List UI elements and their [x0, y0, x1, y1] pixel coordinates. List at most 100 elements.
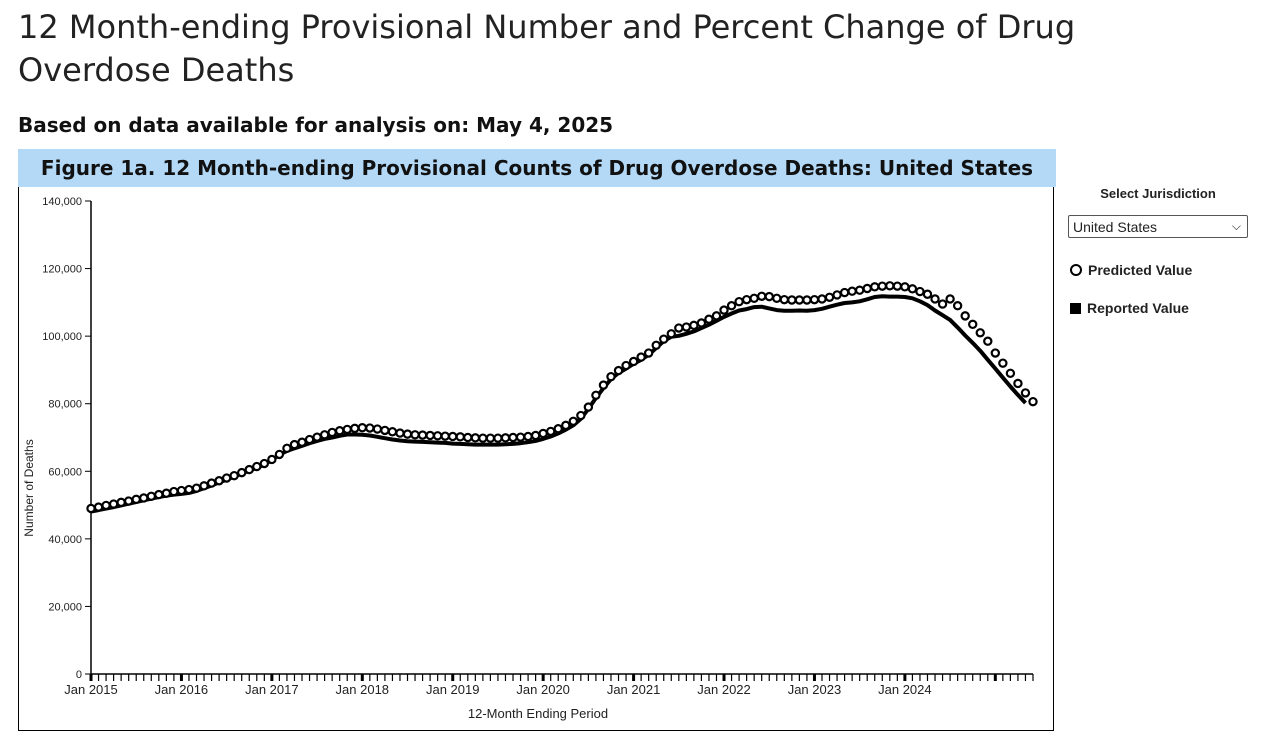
predicted-value-point [952, 301, 963, 311]
predicted-value-point [410, 430, 420, 440]
predicted-value-point [598, 380, 609, 390]
filled-square-icon [1070, 302, 1081, 314]
predicted-value-point [779, 294, 790, 305]
predicted-value-point [711, 311, 722, 321]
predicted-value-point [613, 365, 624, 376]
predicted-value-point [1028, 396, 1038, 407]
predicted-value-point [463, 432, 473, 443]
x-tick-label: Jan 2024 [878, 682, 932, 697]
predicted-value-point [674, 323, 684, 333]
predicted-value-point [545, 426, 556, 437]
predicted-value-point [417, 430, 428, 440]
predicted-value-point [561, 420, 571, 431]
predicted-value-point [191, 483, 202, 493]
predicted-value-point [538, 428, 548, 439]
y-tick-label: 100,000 [42, 331, 82, 343]
predicted-value-point [734, 296, 744, 307]
predicted-value-point [500, 433, 511, 443]
predicted-value-point [741, 294, 752, 305]
predicted-value-point [666, 329, 676, 339]
predicted-value-point [515, 432, 526, 442]
predicted-value-point [628, 356, 639, 367]
predicted-value-point [86, 503, 96, 514]
predicted-value-point [387, 427, 398, 437]
predicted-value-point [704, 314, 714, 324]
predicted-value-point [116, 497, 126, 508]
predicted-value-point [214, 476, 224, 486]
predicted-value-point [809, 294, 820, 305]
y-tick-label: 0 [76, 669, 82, 681]
predicted-value-point [93, 502, 104, 512]
x-tick-label: Jan 2019 [426, 682, 480, 697]
x-tick-label: Jan 2017 [245, 682, 299, 697]
legend-item-predicted[interactable]: Predicted Value [1068, 262, 1248, 278]
predicted-value-point [885, 281, 895, 291]
predicted-value-point [357, 423, 367, 433]
y-tick-label: 20,000 [48, 601, 82, 613]
predicted-value-point [802, 295, 812, 305]
predicted-value-point [930, 294, 940, 304]
predicted-value-point [267, 454, 277, 465]
predicted-value-point [523, 431, 533, 442]
predicted-value-point [824, 292, 835, 302]
predicted-value-point [139, 493, 149, 503]
predicted-value-point [576, 410, 586, 421]
predicted-value-point [259, 458, 270, 469]
predicted-value-point [689, 320, 699, 331]
predicted-value-point [591, 390, 601, 400]
predicted-value-point [832, 290, 842, 300]
predicted-value-point [764, 291, 774, 302]
x-tick-label: Jan 2018 [336, 682, 390, 697]
predicted-value-point [478, 433, 488, 443]
x-axis: Jan 2015 Jan 2016 Jan 2017 Jan 2018 Jan 2019… [64, 673, 1034, 697]
predicted-value-point [568, 416, 579, 426]
data-date-subtitle: Based on data available for analysis on:… [18, 113, 614, 137]
predicted-value-point [334, 426, 345, 436]
predicted-value-point [937, 299, 948, 309]
predicted-value-point [621, 360, 631, 371]
predicted-value-point [1020, 388, 1031, 398]
predicted-value-point [432, 431, 443, 441]
predicted-value-point [772, 293, 782, 304]
predicted-value-point [176, 485, 187, 496]
legend-item-reported[interactable]: Reported Value [1068, 300, 1248, 316]
y-tick-label: 140,000 [42, 196, 82, 208]
predicted-value-point [237, 467, 247, 478]
predicted-value-point [892, 281, 903, 291]
predicted-value-point [395, 428, 405, 438]
predicted-value-point [448, 431, 458, 442]
y-tick-label: 40,000 [48, 534, 82, 546]
predicted-value-point [862, 283, 872, 294]
predicted-value-point [350, 423, 360, 434]
predicted-value-point [101, 500, 111, 511]
predicted-value-point [455, 432, 465, 442]
predicted-value-point [975, 328, 985, 338]
predicted-value-point [530, 430, 541, 441]
predicted-value-point [380, 425, 390, 436]
predicted-value-point [636, 352, 646, 362]
predicted-value-point [968, 319, 978, 330]
jurisdiction-select[interactable]: United States ⌵ [1068, 215, 1248, 238]
predicted-value-point [553, 424, 563, 434]
predicted-value-point [229, 470, 239, 481]
predicted-value-point [839, 287, 850, 298]
predicted-value-point [870, 282, 880, 292]
predicted-value-point [402, 429, 413, 439]
predicted-value-point [1005, 368, 1016, 379]
predicted-value-point [659, 334, 669, 344]
y-tick-label: 120,000 [42, 264, 82, 276]
jurisdiction-label: Select Jurisdiction [1100, 186, 1216, 201]
predicted-value-point [274, 449, 285, 460]
predicted-value-point [131, 494, 141, 505]
predicted-value-point [915, 286, 925, 297]
predicted-value-point [606, 371, 616, 382]
predicted-value-point [583, 402, 594, 412]
predicted-value-point [643, 348, 654, 358]
predicted-value-point [252, 461, 262, 472]
predicted-value-point [146, 491, 156, 501]
legend-label-predicted: Predicted Value [1088, 262, 1193, 278]
predicted-value-point [123, 496, 134, 506]
chevron-down-icon: ⌵ [1231, 219, 1241, 233]
figure-title: Figure 1a. 12 Month-ending Provisional C… [18, 149, 1056, 187]
predicted-value-point [787, 295, 797, 305]
